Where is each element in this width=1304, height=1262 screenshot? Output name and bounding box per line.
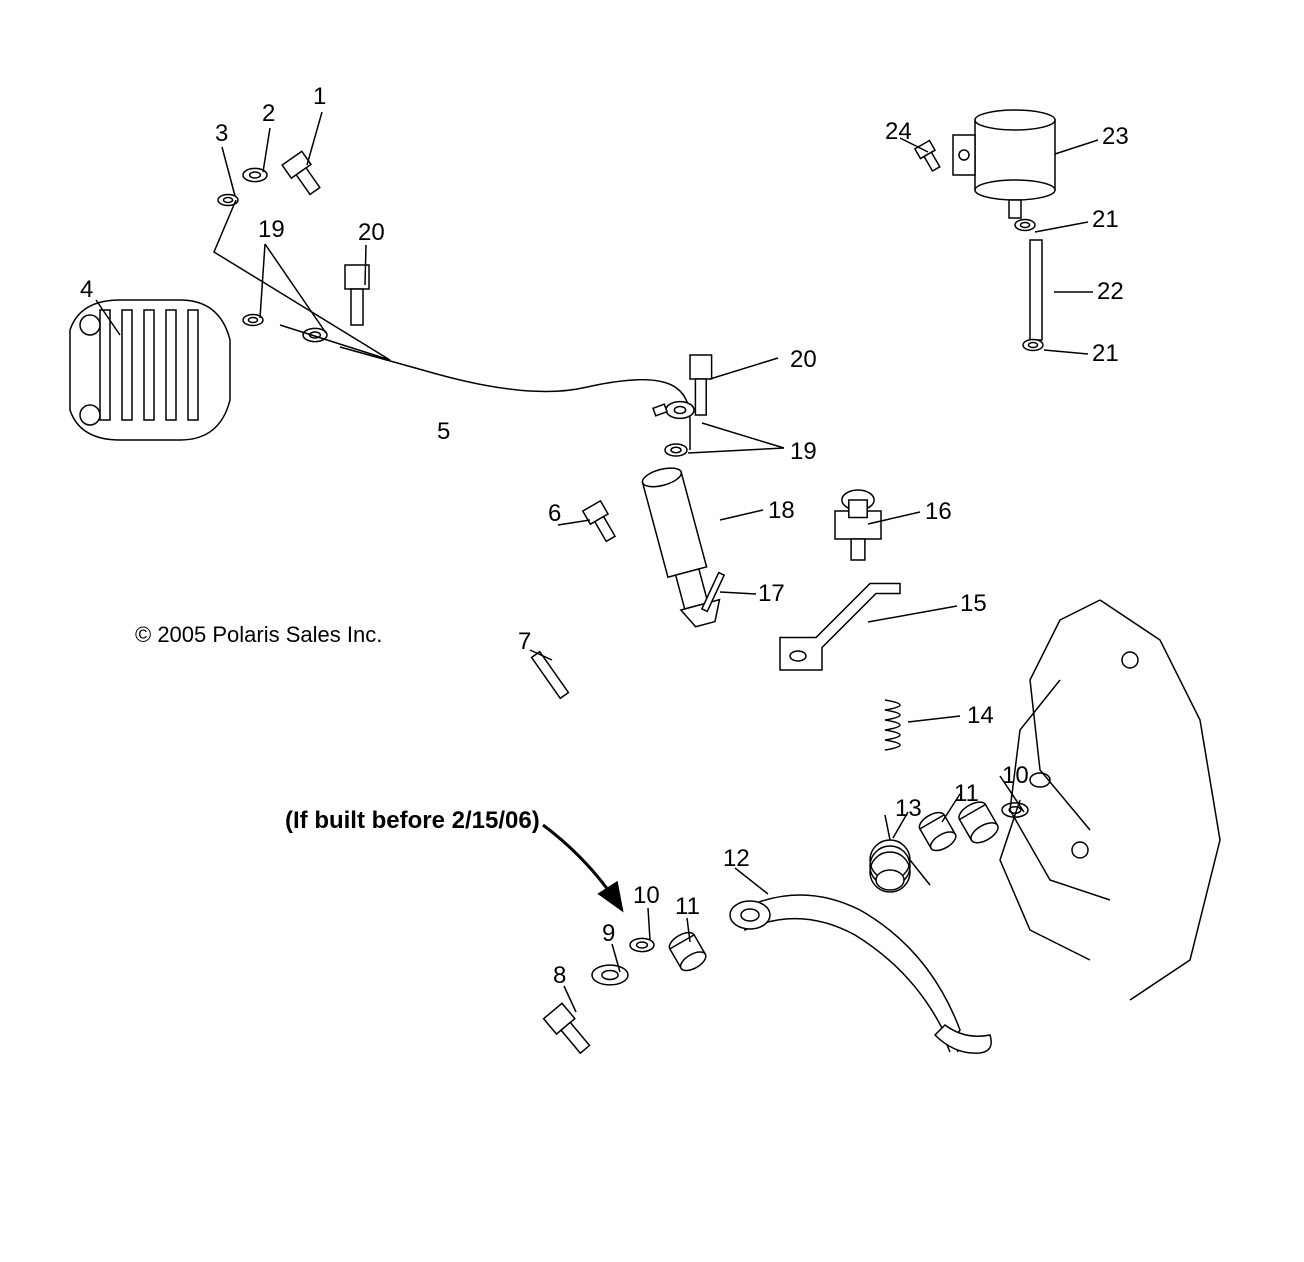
callout-24: 24 bbox=[885, 118, 912, 146]
callout-14: 14 bbox=[967, 702, 994, 730]
callout-18: 18 bbox=[768, 497, 795, 525]
callout-17: 17 bbox=[758, 580, 785, 608]
callout-2: 2 bbox=[262, 100, 275, 128]
callout-5: 5 bbox=[437, 418, 450, 446]
callout-10: 10 bbox=[633, 882, 660, 910]
callout-19: 19 bbox=[258, 216, 285, 244]
copyright-text: © 2005 Polaris Sales Inc. bbox=[135, 622, 382, 648]
build-date-note: (If built before 2/15/06) bbox=[285, 807, 540, 835]
callout-21: 21 bbox=[1092, 206, 1119, 234]
callout-11: 11 bbox=[954, 780, 979, 808]
callout-3: 3 bbox=[215, 120, 228, 148]
callout-1: 1 bbox=[313, 83, 326, 111]
callout-22: 22 bbox=[1097, 278, 1124, 306]
callout-11: 11 bbox=[675, 893, 700, 921]
callout-4: 4 bbox=[80, 276, 93, 304]
callout-12: 12 bbox=[723, 845, 750, 873]
callout-20: 20 bbox=[358, 219, 385, 247]
callout-8: 8 bbox=[553, 962, 566, 990]
callout-20: 20 bbox=[790, 346, 817, 374]
callout-23: 23 bbox=[1102, 123, 1129, 151]
callout-9: 9 bbox=[602, 920, 615, 948]
parts-diagram-canvas: 1234567891010111112131415161718191920202… bbox=[0, 0, 1304, 1262]
callout-15: 15 bbox=[960, 590, 987, 618]
callout-13: 13 bbox=[895, 795, 922, 823]
callout-16: 16 bbox=[925, 498, 952, 526]
callout-21: 21 bbox=[1092, 340, 1119, 368]
callout-19: 19 bbox=[790, 438, 817, 466]
callout-7: 7 bbox=[518, 628, 531, 656]
callout-6: 6 bbox=[548, 500, 561, 528]
callout-10: 10 bbox=[1002, 762, 1029, 790]
